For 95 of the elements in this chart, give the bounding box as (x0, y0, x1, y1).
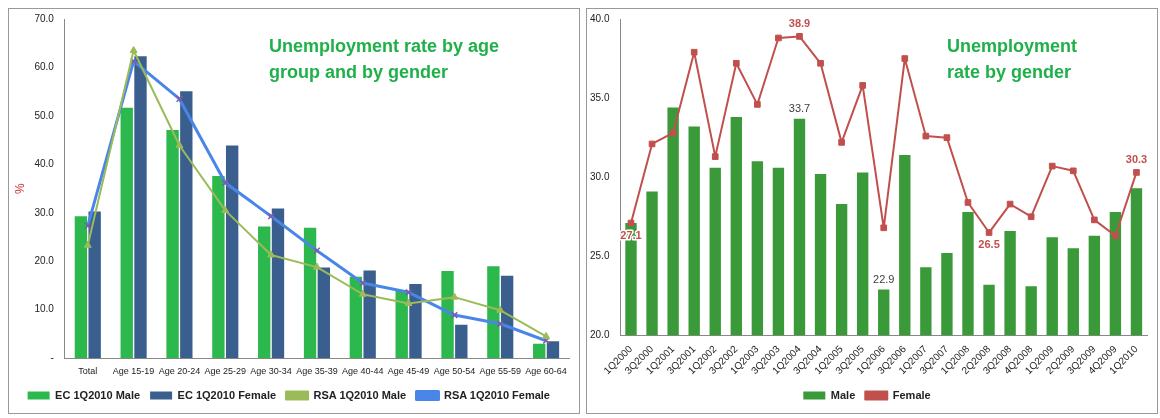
point (175, 140, 184, 148)
bar (349, 276, 363, 359)
point (754, 101, 761, 108)
point (880, 224, 888, 232)
y-tick-label: 40.0 (589, 12, 610, 24)
y-tick-label: 40.0 (34, 158, 55, 170)
y-tick-label: 10.0 (34, 303, 55, 315)
point (1006, 200, 1014, 208)
bar (441, 270, 454, 359)
data-label: 26.5 (978, 238, 1000, 251)
x-tick-label: Age 35-39 (296, 366, 338, 377)
bar (317, 267, 330, 359)
bar (546, 341, 560, 359)
data-label: 27.1 (620, 228, 642, 241)
y-tick-label: 50.0 (34, 109, 55, 121)
bar (180, 91, 193, 359)
point (496, 305, 505, 313)
bar (225, 145, 239, 359)
bar (533, 343, 546, 359)
bar (166, 129, 179, 359)
x-tick-label: Age 40-44 (341, 366, 384, 377)
point (1133, 169, 1140, 176)
bar (212, 176, 225, 359)
point (1048, 162, 1056, 170)
point (690, 48, 698, 56)
legend-label: Male (830, 388, 856, 401)
data-label: 38.9 (788, 16, 811, 29)
data-label: 30.3 (1125, 152, 1148, 165)
legend-label: EC 1Q2010 Female (177, 388, 277, 401)
point (312, 262, 321, 270)
point (1112, 232, 1119, 240)
point (221, 205, 230, 213)
x-tick-label: Age 50-54 (433, 366, 476, 377)
y-tick-label: 20.0 (34, 255, 55, 267)
point (542, 331, 551, 339)
y-tick-label: 25.0 (589, 250, 610, 262)
point (838, 139, 845, 146)
point (796, 33, 803, 40)
bar (271, 208, 285, 359)
point (922, 132, 930, 140)
point (964, 199, 972, 206)
point (627, 219, 635, 227)
point (1027, 213, 1035, 221)
point (775, 34, 782, 42)
point (358, 289, 367, 297)
x-tick-label: Age 15-19 (112, 366, 155, 377)
point (648, 140, 656, 148)
y-tick-label: 60.0 (34, 61, 55, 73)
legend-label: Female (892, 388, 931, 401)
y-tick-label: 30.0 (589, 170, 610, 182)
point (859, 82, 866, 89)
point (1091, 216, 1098, 224)
x-tick-label: Age 25-29 (204, 366, 247, 377)
bar (363, 270, 376, 359)
point (267, 250, 276, 258)
legend-label: EC 1Q2010 Male (55, 388, 141, 401)
bar (88, 211, 101, 359)
point (817, 59, 824, 67)
bar (120, 107, 133, 359)
x-tick-label: Age 30-34 (250, 366, 292, 377)
point (404, 298, 413, 306)
y-axis-title: % (12, 182, 27, 194)
bar (487, 266, 500, 359)
y-tick-label: 30.0 (34, 206, 55, 218)
point (129, 46, 138, 53)
bar (74, 216, 88, 359)
bar (134, 56, 147, 359)
x-tick-label: Age 20-24 (158, 366, 201, 377)
point (450, 292, 459, 300)
legend-label: RSA 1Q2010 Female (443, 388, 550, 401)
bar (303, 227, 317, 359)
y-tick-label: 20.0 (589, 329, 610, 341)
data-label: 22.9 (873, 273, 895, 286)
point (901, 55, 909, 62)
y-tick-label: - (50, 351, 54, 363)
bar (455, 324, 468, 359)
bar (258, 226, 271, 359)
point (83, 240, 92, 248)
bar (409, 284, 422, 359)
text: Unemployment rate by gender (947, 35, 1079, 84)
text: Unemployment rate by age group and by gender (269, 35, 501, 84)
x-tick-label: Total (78, 366, 98, 377)
y-tick-label: 70.0 (34, 12, 55, 24)
x-tick-label: Age 55-59 (479, 366, 522, 377)
point (669, 129, 677, 137)
point (943, 134, 951, 141)
point (1069, 167, 1077, 175)
point (732, 59, 740, 67)
y-tick-label: 35.0 (589, 91, 610, 103)
x-tick-label: Age 45-49 (387, 366, 430, 377)
data-label: 33.7 (788, 102, 811, 115)
legend-label: RSA 1Q2010 Male (313, 388, 407, 401)
point (711, 153, 719, 160)
point (985, 229, 993, 236)
x-tick-label: Age 60-64 (525, 366, 567, 377)
